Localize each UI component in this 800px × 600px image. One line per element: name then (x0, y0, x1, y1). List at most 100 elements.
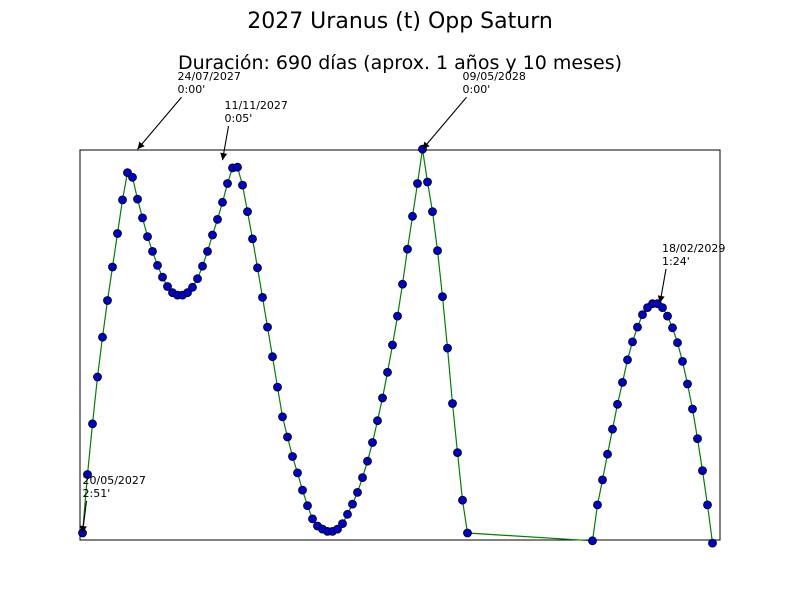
data-point (288, 452, 297, 461)
annotation-arrow (422, 96, 467, 150)
data-point (603, 449, 612, 459)
data-point (248, 234, 257, 244)
annotation-label: 20/05/2027 2:51' (83, 474, 146, 500)
data-point (128, 172, 137, 182)
data-point (303, 501, 312, 511)
annotation: 20/05/2027 2:51' (79, 474, 146, 534)
data-point (278, 412, 287, 422)
data-point (243, 207, 252, 217)
data-point (673, 338, 682, 348)
annotation: 11/11/2027 0:05' (220, 99, 288, 161)
data-point (103, 296, 112, 305)
data-point (408, 211, 417, 221)
data-point (93, 372, 102, 382)
data-point (198, 261, 207, 271)
data-point (258, 292, 267, 302)
data-point (368, 438, 377, 447)
data-point (263, 322, 272, 332)
data-point (383, 367, 392, 377)
data-point (233, 162, 242, 172)
data-point (678, 356, 687, 366)
annotation: 18/02/2029 1:24' (657, 242, 725, 303)
data-point (633, 322, 642, 332)
data-point (238, 180, 247, 190)
data-point (423, 177, 432, 187)
annotation-label: 18/02/2029 1:24' (662, 242, 725, 268)
data-point (348, 499, 357, 509)
data-point (208, 230, 217, 240)
data-point (188, 282, 197, 292)
data-point (293, 468, 302, 478)
data-point (438, 292, 447, 302)
data-point (253, 263, 262, 273)
data-point (363, 456, 372, 466)
arrow-head-icon (79, 525, 87, 533)
data-point (268, 352, 277, 362)
arrow-head-icon (422, 141, 430, 150)
data-point (203, 246, 212, 256)
data-point (193, 274, 202, 284)
data-point (308, 514, 317, 524)
data-point (83, 470, 92, 479)
data-point (283, 432, 292, 442)
data-point (333, 524, 342, 534)
data-point (428, 207, 437, 217)
data-point (183, 288, 192, 298)
data-point (613, 399, 622, 409)
data-point (698, 466, 707, 476)
data-point (373, 416, 382, 426)
data-point (388, 340, 397, 350)
data-point (358, 473, 367, 483)
data-point (638, 310, 647, 320)
data-point (98, 332, 107, 342)
data-point (118, 195, 127, 205)
data-point (113, 229, 122, 238)
data-point (393, 311, 402, 321)
annotation-label: 09/05/2028 0:00' (463, 70, 526, 96)
data-point (588, 536, 597, 546)
data-point (433, 246, 442, 256)
data-point (608, 424, 617, 434)
annotation-arrow (137, 96, 182, 150)
data-point (448, 399, 457, 408)
data-point (343, 509, 352, 519)
chart-title: 2027 Uranus (t) Opp Saturn (247, 9, 553, 34)
data-point (458, 495, 467, 505)
data-point (618, 377, 627, 387)
data-point (453, 448, 462, 458)
arrow-head-icon (657, 295, 665, 303)
data-point (153, 260, 162, 270)
data-point (658, 303, 667, 313)
data-point (443, 343, 452, 353)
data-point (138, 213, 147, 223)
data-point (353, 487, 362, 497)
annotation-label: 24/07/2027 0:00' (178, 70, 241, 96)
series-layer (78, 144, 717, 548)
data-point (163, 282, 172, 291)
data-point (218, 197, 227, 207)
data-point (338, 519, 347, 528)
plot-frame (79, 149, 721, 541)
data-point (148, 246, 157, 256)
data-point (273, 382, 282, 392)
data-point (628, 337, 637, 347)
data-point (133, 194, 142, 204)
data-point (108, 262, 117, 272)
chart-subtitle: Duración: 690 días (aprox. 1 años y 10 m… (178, 52, 622, 74)
data-point (623, 355, 632, 365)
data-point (413, 179, 422, 188)
data-point (378, 393, 387, 403)
data-point (663, 311, 672, 321)
data-point (703, 500, 712, 510)
arrow-head-icon (137, 141, 145, 150)
data-point (88, 419, 97, 429)
data-point (398, 279, 407, 289)
data-point (593, 500, 602, 510)
data-point (688, 404, 697, 414)
data-point (598, 475, 607, 485)
data-point (683, 379, 692, 389)
data-point (158, 272, 167, 282)
data-point (708, 538, 717, 548)
arrow-head-icon (220, 152, 228, 161)
